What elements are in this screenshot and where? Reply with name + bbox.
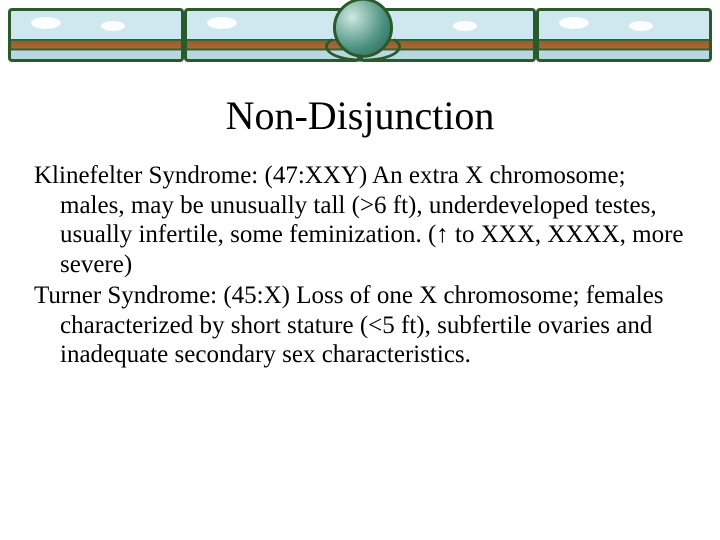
cloud-icon — [629, 21, 653, 31]
cloud-icon — [31, 17, 61, 29]
cloud-icon — [453, 21, 477, 31]
slide-content: Non-Disjunction Klinefelter Syndrome: (4… — [0, 70, 720, 370]
syndrome-name: Turner Syndrome: — [34, 282, 217, 309]
up-arrow-icon: ↑ — [436, 220, 449, 248]
slide-body: Klinefelter Syndrome: (47:XXY) An extra … — [34, 161, 686, 370]
syndrome-name: Klinefelter Syndrome: — [34, 162, 258, 189]
landscape-segment — [8, 8, 184, 62]
paragraph-turner: Turner Syndrome: (45:X) Loss of one X ch… — [34, 281, 686, 370]
paragraph-klinefelter: Klinefelter Syndrome: (47:XXY) An extra … — [34, 161, 686, 279]
landscape-segment — [536, 8, 712, 62]
cloud-icon — [559, 17, 589, 29]
slide-title: Non-Disjunction — [34, 92, 686, 139]
decorative-banner — [0, 0, 720, 70]
cloud-icon — [207, 17, 237, 29]
cloud-icon — [101, 21, 125, 31]
globe-icon — [325, 0, 395, 66]
